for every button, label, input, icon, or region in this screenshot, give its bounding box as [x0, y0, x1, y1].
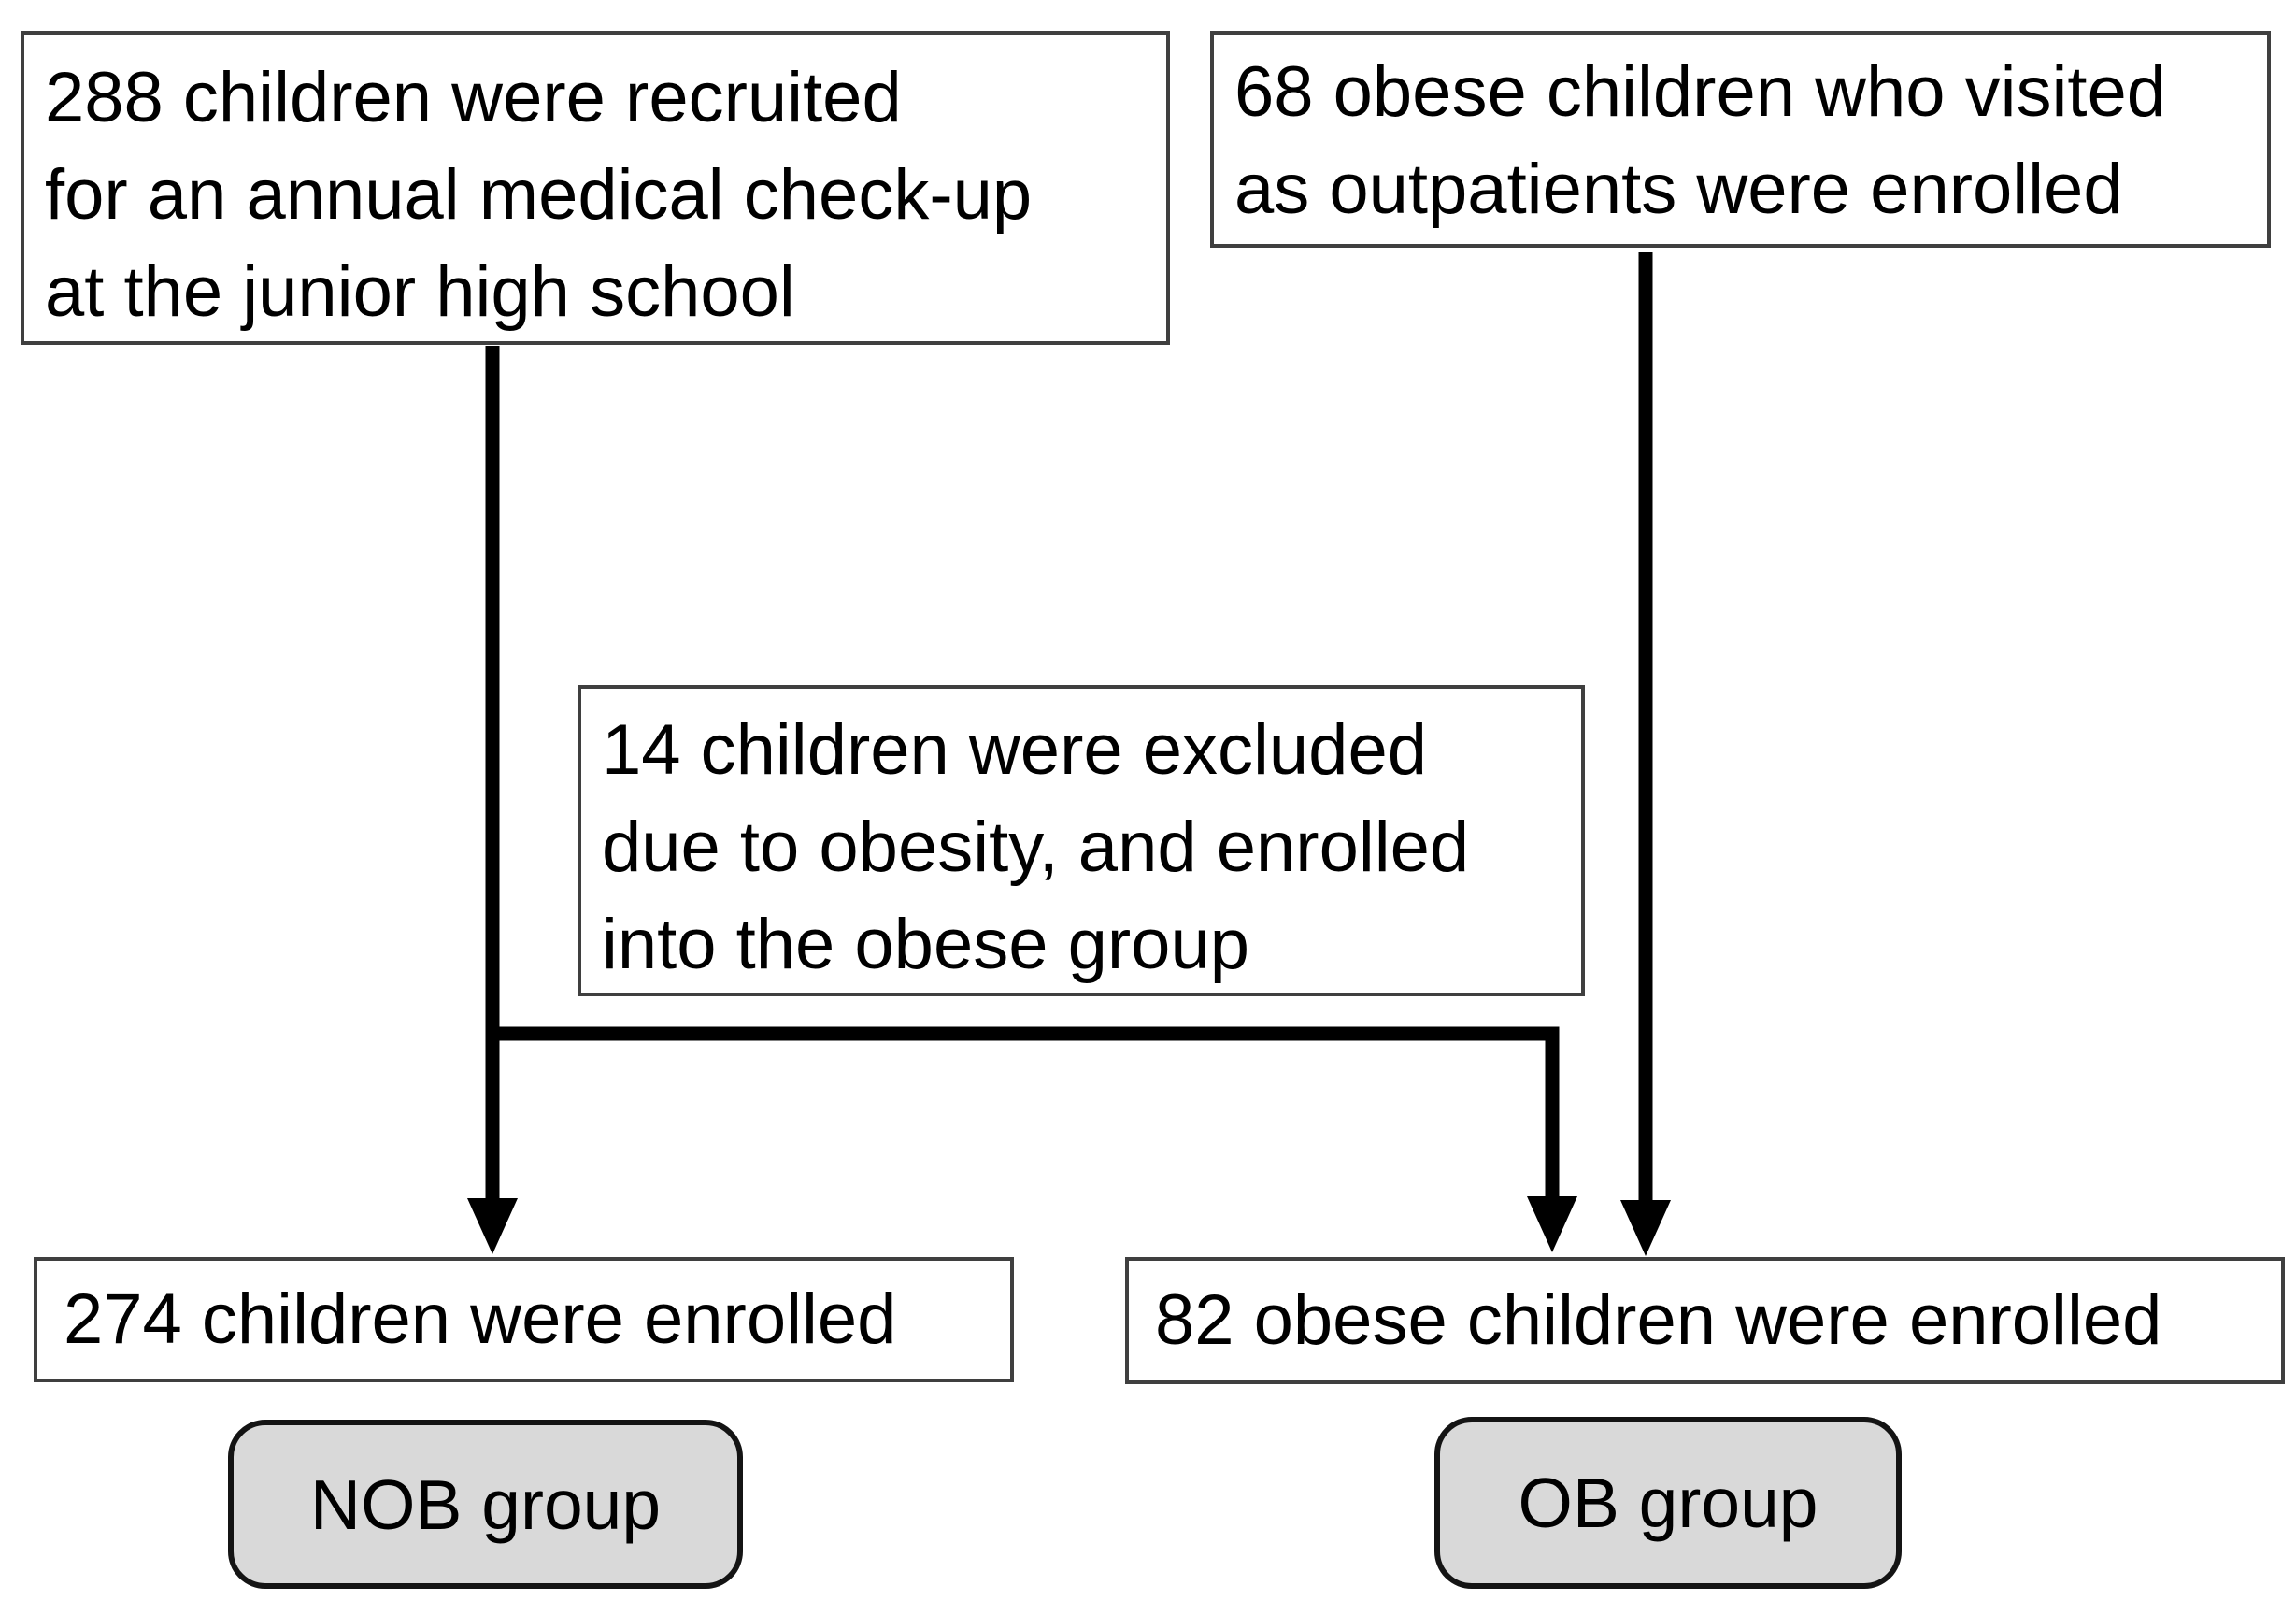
arrow-outpatient-cohort-to-ob [1620, 252, 1671, 1256]
excluded-box-line: due to obesity, and enrolled [602, 808, 1470, 887]
arrow-excluded-branch-line [492, 1026, 1560, 1202]
recruited-box-line: for an annual medical check-up [45, 155, 1033, 235]
nob-group-label: NOB group [309, 1465, 662, 1544]
enrolled-nob-box: 274 children were enrolled [34, 1257, 1014, 1382]
recruited-box: 288 children were recruited for an annua… [21, 31, 1170, 345]
excluded-box: 14 children were excluded due to obesity… [578, 685, 1585, 996]
excluded-box-line: 14 children were excluded [602, 710, 1427, 790]
arrow-outpatient-cohort-arrowhead-icon [1620, 1200, 1671, 1256]
ob-group-box: OB group [1434, 1417, 1902, 1589]
recruited-box-line: 288 children were recruited [45, 58, 902, 137]
enrolled-ob-box: 82 obese children were enrolled [1125, 1257, 2285, 1384]
enrolled-ob-text: 82 obese children were enrolled [1155, 1280, 2162, 1360]
ob-group-label: OB group [1518, 1464, 1818, 1542]
recruited-box-line: at the junior high school [45, 252, 795, 332]
arrow-school-cohort-to-enrolled [467, 346, 518, 1254]
excluded-box-line: into the obese group [602, 905, 1249, 984]
nob-group-box: NOB group [228, 1420, 743, 1589]
arrow-school-cohort-arrowhead-icon [467, 1198, 518, 1254]
outpatients-box: 68 obese children who visited as outpati… [1210, 31, 2271, 248]
arrow-excluded-branch-arrowhead-icon [1527, 1196, 1577, 1252]
outpatients-box-line: as outpatients were enrolled [1234, 150, 2123, 229]
enrolled-nob-text: 274 children were enrolled [64, 1279, 897, 1359]
arrow-excluded-branch-to-ob [492, 1026, 1577, 1252]
outpatients-box-line: 68 obese children who visited [1234, 52, 2167, 132]
